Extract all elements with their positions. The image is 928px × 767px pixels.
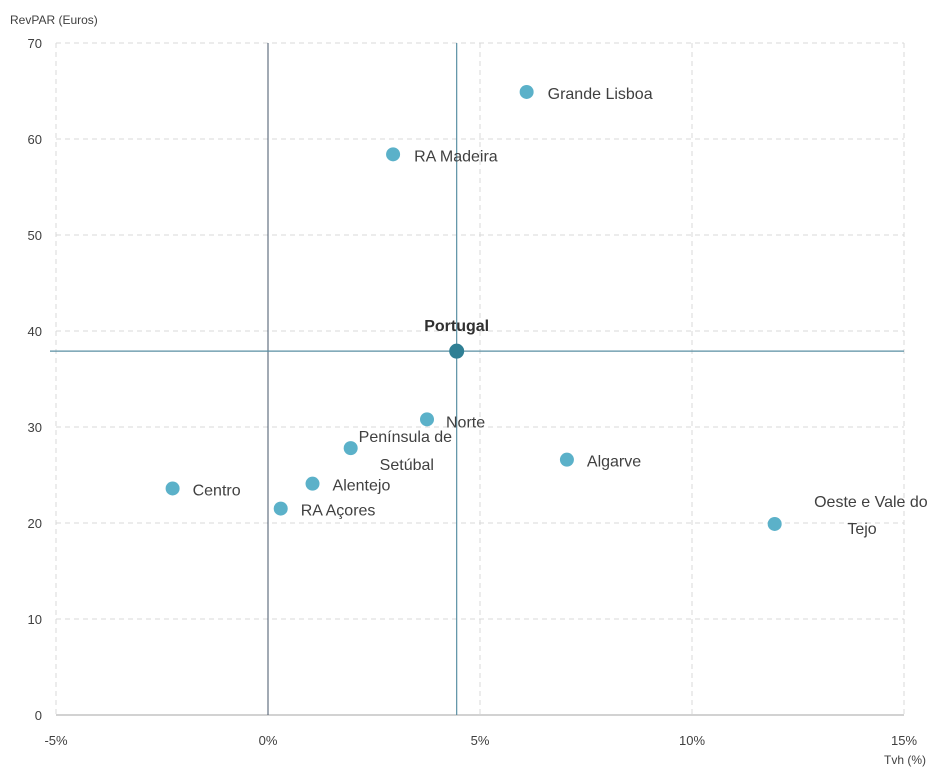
data-point	[305, 476, 320, 491]
x-tick-label: -5%	[44, 733, 68, 748]
data-point-highlight	[449, 343, 465, 359]
data-label: Portugal	[424, 318, 489, 335]
data-label: Norte	[446, 414, 485, 431]
y-tick-label: 10	[28, 612, 42, 627]
data-labels: Grande Lisboa RA Madeira Portugal NortePení…	[193, 86, 928, 538]
data-point	[559, 452, 574, 467]
x-tick-label: 0%	[259, 733, 278, 748]
data-label: Tejo	[847, 521, 876, 538]
data-label: Península de	[359, 429, 453, 446]
y-tick-label: 0	[35, 708, 42, 723]
data-points	[165, 84, 782, 531]
data-label: RA Madeira	[414, 148, 498, 165]
y-tick-label: 70	[28, 36, 42, 51]
data-point	[767, 516, 782, 531]
y-tick-label: 50	[28, 228, 42, 243]
x-tick-label: 15%	[891, 733, 917, 748]
x-axis-title: Tvh (%)	[884, 753, 926, 767]
y-tick-label: 40	[28, 324, 42, 339]
data-label: RA Açores	[301, 503, 376, 520]
x-tick-label: 5%	[471, 733, 490, 748]
data-label: Alentejo	[333, 478, 391, 495]
data-label: Grande Lisboa	[548, 86, 653, 103]
data-label: Oeste e Vale do	[814, 494, 928, 511]
grid	[55, 42, 905, 715]
y-axis-title: RevPAR (Euros)	[10, 13, 98, 27]
data-point	[386, 147, 401, 162]
y-tick-label: 30	[28, 420, 42, 435]
data-label: Setúbal	[380, 457, 434, 474]
data-label: Centro	[193, 482, 241, 499]
reference-lines	[50, 43, 904, 715]
data-point	[519, 84, 534, 99]
data-point	[343, 441, 358, 456]
axes: 0 10 20 30 40 50 60 70 -5% 0% 5% 10% 15%	[28, 36, 918, 748]
data-point	[165, 481, 180, 496]
y-tick-label: 60	[28, 132, 42, 147]
data-point	[273, 501, 288, 516]
data-point	[420, 412, 434, 427]
x-tick-label: 10%	[679, 733, 705, 748]
y-tick-label: 20	[28, 516, 42, 531]
data-label: Algarve	[587, 454, 641, 471]
